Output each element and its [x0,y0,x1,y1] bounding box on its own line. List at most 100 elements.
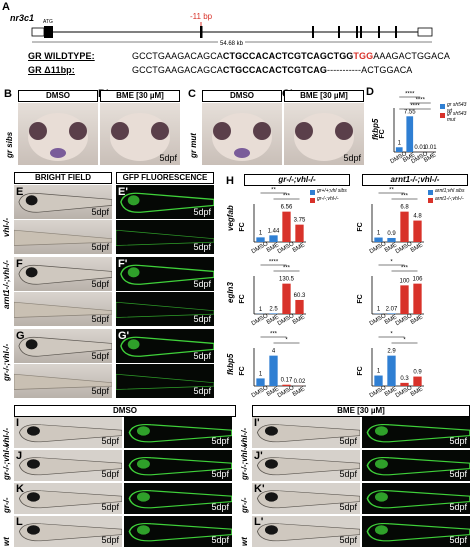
bar [269,313,278,314]
y-axis-label: FC [379,129,386,138]
larva [120,336,214,357]
row-label: wt [2,537,11,546]
value-label: 0.17 [281,378,293,384]
stage-label: 5dpf [339,469,357,479]
row-label: wt [240,537,249,546]
bright-field-image: 5dpf [14,364,112,398]
value-label: 60.3 [294,293,306,299]
larva [120,192,214,213]
significance-label: * [285,338,288,344]
legend-swatch [428,190,433,195]
stage-label: 5dpf [101,535,119,545]
legend-label: gr sh543 wt [447,102,467,114]
larva-tail [14,301,112,318]
legend-label: gr sh543 mut [447,111,467,123]
larva [366,489,470,509]
legend-label: gr+/+;vhl sibs [317,188,347,194]
bright-field-image: 5dpf [252,450,360,481]
embryo-image: 5dpf [100,103,180,165]
stage-label: 5dpf [449,502,467,512]
x-tick-label: BME [384,314,398,326]
bright-field-image: 5dpf [14,450,122,481]
stage-label: 5dpf [449,436,467,446]
bar [282,211,291,242]
bar [374,375,383,386]
gfp-image: 5dpf [362,483,470,514]
bar [387,313,396,314]
x-tick-label: BME [410,386,424,398]
larva [256,490,360,509]
bar [282,384,291,386]
larva [18,490,122,509]
significance-label: ** [389,188,394,194]
significance-label: *** [283,194,291,200]
sequence: GCCTGAAGACAGCACTGCCACACTCGTCAG----------… [132,65,412,75]
panel-label: E [16,186,24,198]
larva [18,424,122,443]
treatment-header: BME [30 µM] [252,405,470,417]
significance-label: **** [410,104,420,110]
significance-label: *** [283,266,291,272]
stage-label: 5dpf [91,314,109,324]
stage-label: 5dpf [339,535,357,545]
value-label: 106 [412,277,423,283]
embryo-image: 5dpf [284,103,364,165]
x-tick-label: BME [266,242,280,254]
bar [295,299,304,314]
significance-label: ** [271,188,276,194]
gfp-image: 5dpf [124,450,232,481]
length-label: 54.68 kb [218,41,246,47]
bright-field-image: 5dpf [14,257,112,291]
x-tick-label: BME [423,152,437,164]
larva [128,489,232,509]
row-label: gr-/-;vhl-/- [240,442,249,480]
larva [256,523,360,542]
panel-label: J [16,450,23,462]
stage-label: 5dpf [193,314,211,324]
panel-label: F' [118,258,128,270]
larva-tail [14,229,112,246]
stage-label: 5dpf [211,436,229,446]
x-tick-label: BME [266,386,280,398]
larva [366,456,470,476]
bar [295,224,304,242]
significance-label: *** [270,332,278,338]
x-tick-label: BME [292,386,306,398]
value-label: 1 [259,230,263,236]
value-label: 1 [259,307,263,313]
significance-label: **** [405,92,415,98]
x-tick-label: BME [410,314,424,326]
seq-label: GR WILDTYPE: [28,51,95,61]
bar [387,355,396,386]
panel-label: A [2,1,10,13]
larva-tail [116,301,214,318]
significance-label: *** [401,266,409,272]
gfp-image: 5dpf [116,364,214,398]
bright-field-image: 5dpf [252,417,360,448]
significance-label: * [390,332,393,338]
legend-label: arnt1-/-;vhl-/- [435,196,464,202]
bar [413,283,422,314]
sequence: GCCTGAAGACAGCACTGCCACACTCGTCAGCTGGTGGAAA… [132,51,450,61]
panel-label: D [366,86,374,98]
stage-label: 5dpf [91,242,109,252]
sequence-segment: ACTGGACA [361,65,413,75]
bright-field-image: 5dpf [14,516,122,547]
legend-label: arnt1;vhl sibs [435,188,465,194]
bar [387,237,396,242]
bar [269,235,278,242]
embryo [110,113,170,161]
y-axis-label: FC [357,294,364,303]
stage-label: 5dpf [449,535,467,545]
panel-label: G' [118,330,130,342]
bar [256,378,265,386]
stage-label: 5dpf [339,436,357,446]
y-axis-label: FC [357,222,364,231]
panel-label: L' [254,516,264,528]
gfp-image: 5dpf [362,450,470,481]
stage-label: 5dpf [193,242,211,252]
